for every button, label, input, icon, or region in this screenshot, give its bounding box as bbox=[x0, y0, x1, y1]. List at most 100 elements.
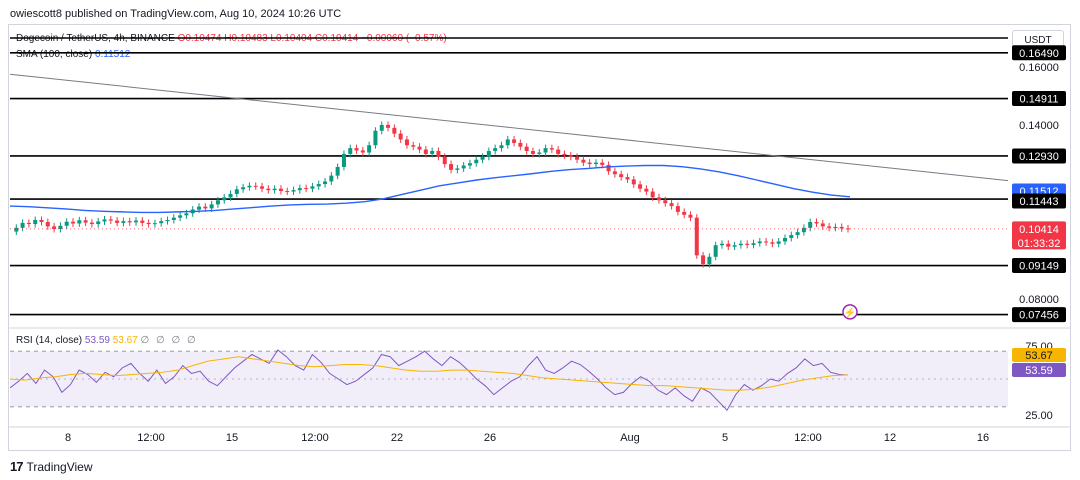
candle-body bbox=[732, 245, 737, 247]
candle-body bbox=[222, 197, 227, 201]
candle-body bbox=[480, 156, 485, 160]
rsi-null-values: ∅ ∅ ∅ ∅ bbox=[140, 335, 198, 346]
candle-body bbox=[140, 220, 145, 223]
candle-body bbox=[764, 241, 769, 243]
candle-body bbox=[461, 165, 466, 169]
price-tick-label: 0.07456 bbox=[1019, 310, 1059, 322]
rsi-axis-label: 53.59 bbox=[1025, 365, 1053, 377]
candle-body bbox=[827, 226, 832, 228]
candle-body bbox=[58, 225, 63, 229]
candle-body bbox=[89, 222, 94, 225]
candle-body bbox=[782, 237, 787, 242]
candle-body bbox=[272, 188, 277, 191]
candle-body bbox=[102, 219, 107, 222]
candle-body bbox=[404, 139, 409, 146]
candle-body bbox=[751, 243, 756, 245]
candle-body bbox=[713, 245, 718, 257]
candle-body bbox=[285, 191, 290, 193]
candle-body bbox=[316, 184, 321, 187]
candle-body bbox=[808, 222, 813, 228]
rsi-label: RSI (14, close) bbox=[16, 335, 83, 346]
candle-body bbox=[575, 156, 580, 160]
candle-body bbox=[423, 149, 428, 154]
candle-body bbox=[612, 171, 617, 175]
candle-body bbox=[304, 188, 309, 190]
candle-body bbox=[127, 221, 132, 223]
rsi-ma-label-box bbox=[1012, 348, 1066, 362]
sma-legend[interactable]: SMA (100, close) 0.11512 bbox=[16, 49, 130, 60]
candle-body bbox=[71, 221, 76, 224]
candle-body bbox=[638, 184, 643, 189]
candle-body bbox=[486, 151, 491, 157]
candle-body bbox=[442, 156, 447, 165]
candle-body bbox=[625, 177, 630, 180]
candle-body bbox=[701, 255, 706, 265]
candle-body bbox=[165, 219, 170, 222]
candle-body bbox=[398, 133, 403, 140]
candle-body bbox=[209, 204, 214, 209]
price-tick-label: 0.10414 bbox=[1019, 224, 1059, 236]
candle-body bbox=[499, 145, 504, 149]
candle-body bbox=[436, 151, 441, 157]
candle-body bbox=[184, 213, 189, 216]
candle-body bbox=[26, 222, 31, 225]
candle-body bbox=[719, 243, 724, 246]
candle-body bbox=[134, 220, 139, 223]
candle-body bbox=[146, 222, 151, 225]
candle-body bbox=[228, 193, 233, 198]
chart-frame bbox=[8, 24, 1071, 451]
candle-body bbox=[707, 256, 712, 265]
candle-body bbox=[360, 150, 365, 153]
candle-body bbox=[467, 163, 472, 166]
candle-body bbox=[688, 214, 693, 218]
candle-body bbox=[530, 151, 535, 154]
candle-body bbox=[159, 221, 164, 224]
price-label-box bbox=[1012, 45, 1066, 61]
price-tick-label: 0.12930 bbox=[1019, 151, 1059, 163]
candle-body bbox=[83, 220, 88, 223]
candle-body bbox=[234, 189, 239, 194]
tradingview-logo-icon: 17 bbox=[10, 459, 24, 474]
candle-body bbox=[562, 153, 567, 156]
candle-body bbox=[291, 190, 296, 192]
candle-body bbox=[644, 188, 649, 192]
candle-body bbox=[329, 175, 334, 182]
candle-body bbox=[64, 221, 69, 226]
price-tick-label: 0.14000 bbox=[1019, 120, 1059, 132]
rsi-value: 53.59 bbox=[84, 335, 110, 346]
price-tick-label: 0.16000 bbox=[1019, 62, 1059, 74]
price-tick-label: 0.09149 bbox=[1019, 261, 1059, 273]
candle-body bbox=[549, 148, 554, 150]
brand-name: TradingView bbox=[26, 459, 93, 474]
price-label-box bbox=[1012, 193, 1066, 209]
candle-body bbox=[745, 243, 750, 245]
trendline bbox=[9, 73, 1009, 182]
footer-brand[interactable]: 17 TradingView bbox=[10, 459, 93, 474]
candle-body bbox=[833, 226, 838, 228]
x-tick-label: 12 bbox=[884, 432, 896, 444]
candle-body bbox=[115, 220, 120, 223]
candle-body bbox=[278, 188, 283, 192]
lightning-marker-icon bbox=[842, 304, 858, 320]
x-tick-label: 12:00 bbox=[137, 432, 165, 444]
price-label-box bbox=[1012, 148, 1066, 164]
candle-body bbox=[392, 127, 397, 134]
price-label-box bbox=[1012, 258, 1066, 274]
rsi-ma-value: 53.67 bbox=[112, 335, 138, 346]
candle-body bbox=[310, 186, 315, 189]
candle-body bbox=[846, 228, 850, 230]
candle-body bbox=[39, 219, 44, 223]
rsi-ma-line bbox=[9, 356, 849, 391]
candle-body bbox=[430, 151, 435, 154]
price-label-box bbox=[1012, 221, 1066, 250]
rsi-legend[interactable]: RSI (14, close) 53.59 53.67 ∅ ∅ ∅ ∅ bbox=[16, 335, 198, 346]
candle-body bbox=[266, 188, 271, 191]
candle-body bbox=[650, 191, 655, 198]
candle-body bbox=[512, 139, 517, 143]
candle-body bbox=[203, 206, 208, 209]
candle-body bbox=[757, 241, 762, 244]
candle-body bbox=[247, 185, 252, 188]
candle-body bbox=[568, 155, 573, 157]
candle-body bbox=[45, 222, 50, 227]
